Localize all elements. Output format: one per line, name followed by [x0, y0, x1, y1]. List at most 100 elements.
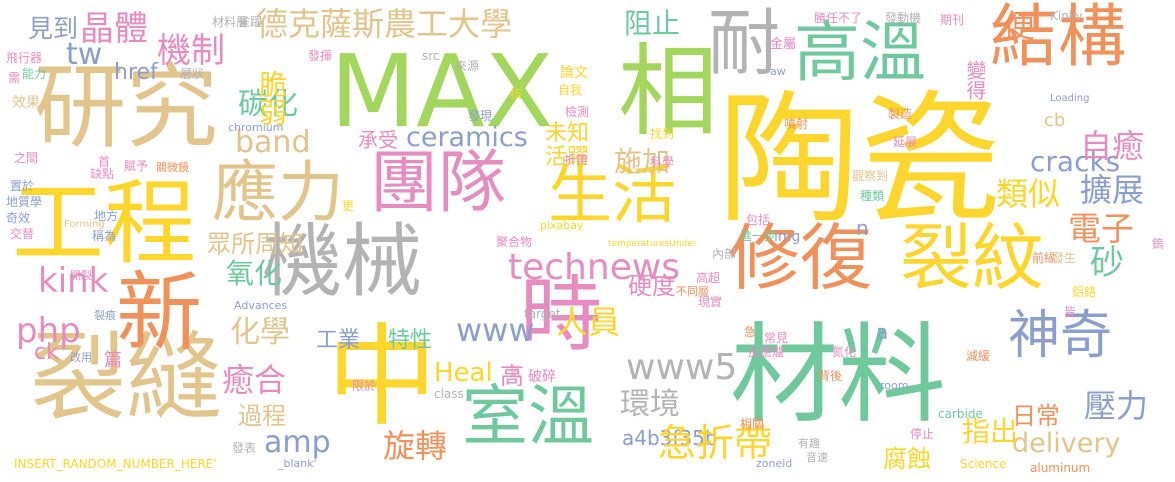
cloud-word: 類似	[996, 175, 1061, 213]
cloud-word: src	[422, 49, 440, 63]
cloud-word: 內部	[712, 247, 737, 261]
cloud-word: 修復	[728, 216, 873, 300]
cloud-word: 裂紋	[900, 216, 1045, 300]
cloud-word: 發動機	[885, 11, 922, 25]
cloud-word: img	[774, 229, 801, 245]
cloud-word: 觀察到	[852, 169, 889, 183]
cloud-word: 自癒	[1080, 127, 1145, 165]
cloud-word: Forming	[64, 219, 105, 230]
cloud-word: 不同層	[676, 285, 709, 298]
cloud-word: 論文	[560, 65, 588, 81]
cloud-word: 能力	[22, 67, 47, 81]
cloud-word: 氧化	[226, 257, 283, 290]
cloud-word: 硬度	[628, 272, 676, 300]
cloud-word: 常見	[764, 331, 789, 345]
cloud-word: aw	[770, 65, 786, 78]
cloud-word: amp	[264, 425, 331, 460]
cloud-word: 環境	[620, 387, 680, 422]
cloud-word: 機制	[157, 31, 225, 71]
cloud-word: 自我	[558, 83, 583, 97]
cloud-word: href	[114, 60, 158, 85]
cloud-word: n	[856, 216, 869, 240]
cloud-word: a4b3f35b	[622, 426, 718, 450]
cloud-word: 賦予	[124, 159, 149, 173]
cloud-word: 關微鏡	[156, 161, 189, 174]
cloud-word: band	[235, 125, 311, 160]
cloud-word: INSERT_RANDOM_NUMBER_HERE'	[14, 457, 217, 471]
cloud-word: 德克薩斯農工大學	[256, 5, 513, 43]
cloud-word: 過程	[238, 402, 286, 430]
cloud-word: 奇效	[6, 211, 31, 225]
cloud-word: class	[434, 387, 464, 401]
cloud-word: 機械	[262, 215, 422, 308]
cloud-word: php	[16, 311, 81, 351]
cloud-word: 結構	[990, 0, 1127, 77]
cloud-word: 發生	[1052, 251, 1077, 265]
cloud-word: 氮化	[832, 345, 857, 359]
cloud-word: 發現	[468, 109, 493, 123]
cloud-word: pixabay	[540, 219, 584, 232]
cloud-word: 發揮	[308, 49, 333, 63]
cloud-word: 鎢	[1152, 237, 1165, 251]
cloud-word: 高超	[696, 271, 721, 285]
cloud-word: 反應爐	[748, 345, 785, 359]
cloud-word: 勝任不了	[814, 11, 863, 25]
cloud-word: 金屬	[770, 37, 797, 52]
cloud-word: 研究	[34, 54, 219, 161]
cloud-word: www	[456, 311, 535, 349]
cloud-word: 現實	[698, 295, 723, 309]
cloud-word: 耐	[708, 1, 781, 85]
cloud-word: 高	[500, 362, 524, 390]
cloud-word: tw	[66, 37, 103, 72]
cloud-word: 活躍	[545, 145, 590, 170]
cloud-word: 晶體	[80, 9, 148, 49]
cloud-word: ceramics	[406, 122, 528, 153]
cloud-word: Advances	[234, 299, 288, 312]
cloud-word: 急折帶	[658, 421, 773, 465]
cloud-word: 裂痕	[94, 309, 116, 322]
cloud-word: 神奇	[1008, 306, 1113, 366]
cloud-word: temperaturesUnder	[608, 239, 697, 249]
cloud-word: 人員	[556, 303, 621, 341]
cloud-word: 效果	[12, 95, 40, 111]
cloud-word: 材料	[730, 313, 947, 438]
cloud-word: 背後	[818, 369, 843, 383]
cloud-word: 工程	[12, 170, 197, 277]
cloud-word: 便	[1003, 7, 1036, 45]
cloud-word: 相	[618, 33, 718, 150]
cloud-word: 核	[510, 87, 523, 101]
cloud-word: 延展	[893, 135, 918, 149]
cloud-word: 來源	[455, 59, 480, 73]
cloud-word: 篇	[104, 350, 122, 371]
cloud-word: 旋轉	[383, 427, 448, 465]
cloud-word: 音速	[806, 451, 828, 464]
cloud-word: 陶瓷	[718, 78, 1002, 243]
cloud-word: 鋁鉻	[1072, 285, 1097, 299]
cloud-word: 特性	[388, 328, 433, 353]
cloud-word: chromium	[228, 121, 284, 134]
cloud-word: 工業	[316, 328, 361, 353]
cloud-word: 首	[98, 155, 111, 169]
cloud-word: 有趣	[798, 437, 820, 450]
cloud-word: 包括	[746, 213, 771, 227]
cloud-word: 擴展	[1080, 171, 1145, 209]
cloud-word: cb	[1044, 110, 1066, 131]
cloud-word: 電子	[1068, 209, 1134, 248]
cloud-word: 承受	[358, 128, 398, 152]
cloud-word: 發表	[232, 441, 257, 455]
cloud-word: 開裂	[70, 269, 92, 282]
cloud-word: 停止	[910, 427, 935, 441]
cloud-word: 未知	[545, 121, 590, 146]
cloud-word: 缺點	[90, 167, 115, 181]
cloud-word: 稱為	[92, 229, 117, 243]
cloud-word: 交替	[10, 227, 35, 241]
cloud-word: 地方	[94, 209, 119, 223]
cloud-word: 聚合物	[496, 235, 533, 249]
cloud-word: 變得	[963, 60, 987, 100]
cloud-word: 砂	[1090, 243, 1124, 283]
cloud-word: 層狀	[180, 67, 205, 81]
cloud-word: 期刊	[940, 13, 965, 27]
cloud-word: 生活	[548, 159, 676, 233]
cloud-word: 腐蝕	[883, 445, 931, 473]
